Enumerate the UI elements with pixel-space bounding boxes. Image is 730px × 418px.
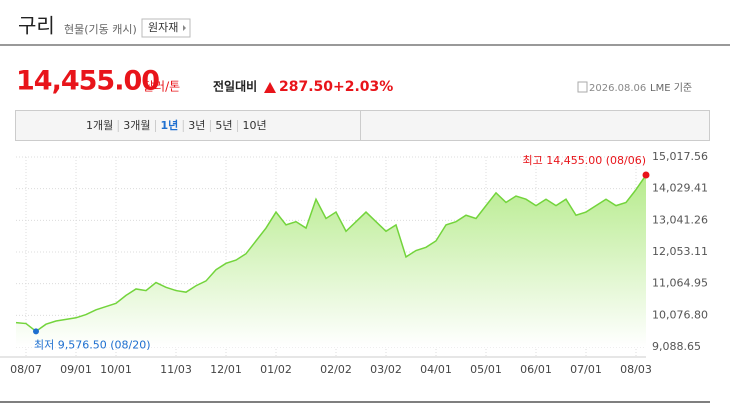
- min-annotation: 최저 9,576.50 (08/20): [34, 338, 151, 351]
- x-tick-label: 01/02: [260, 363, 292, 376]
- category-button-label[interactable]: 원자재: [148, 21, 178, 34]
- x-tick-label: 03/02: [370, 363, 402, 376]
- period-tab[interactable]: 10년: [243, 119, 267, 132]
- y-tick-label: 9,088.65: [652, 340, 701, 353]
- y-tick-label: 13,041.26: [652, 213, 708, 226]
- max-marker: [642, 171, 650, 179]
- y-tick-label: 14,029.41: [652, 182, 708, 195]
- quote-source: LME 기준: [650, 82, 692, 94]
- x-tick-label: 02/02: [320, 363, 352, 376]
- line: [15, 174, 647, 333]
- quote-date: 2026.08.06: [589, 83, 646, 94]
- x-tick-label: 11/03: [160, 363, 192, 376]
- x-tick-label: 09/01: [60, 363, 92, 376]
- area: [16, 175, 646, 347]
- x-tick-label: 08/07: [10, 363, 42, 376]
- price: 14,455.00: [16, 66, 159, 97]
- x-tick-label: 04/01: [420, 363, 452, 376]
- min-marker: [33, 328, 39, 335]
- y-tick-label: 15,017.56: [652, 150, 708, 163]
- max-annotation: 최고 14,455.00 (08/06): [523, 154, 647, 167]
- x-tick-label: 07/01: [570, 363, 602, 376]
- up-icon: [264, 82, 276, 93]
- period-tab[interactable]: 3개월: [123, 119, 150, 132]
- date-icon: [577, 81, 588, 93]
- x-tick-label: 06/01: [520, 363, 552, 376]
- y-tick-label: 10,076.80: [652, 308, 708, 321]
- change-percent: +2.03%: [333, 79, 393, 95]
- button-arrow: [183, 25, 186, 31]
- change-label: 전일대비: [213, 79, 257, 94]
- change: 287.50: [279, 79, 333, 95]
- period-tab[interactable]: 1개월: [86, 119, 113, 132]
- x-tick-label: 08/03: [620, 363, 652, 376]
- y-tick-label: 11,064.95: [652, 277, 708, 290]
- title: 구리: [18, 14, 55, 38]
- period-tab[interactable]: 5년: [215, 119, 232, 132]
- y-tick-label: 12,053.11: [652, 245, 708, 258]
- x-tick-label: 10/01: [100, 363, 132, 376]
- price-unit: 달러/톤: [143, 80, 180, 94]
- tabs: 1개월 3개월 1년 3년 5년 10년: [86, 118, 267, 132]
- period-tab[interactable]: 1년: [161, 118, 179, 132]
- x-tick-label: 12/01: [210, 363, 242, 376]
- tab-bar: [15, 110, 710, 141]
- x-tick-label: 05/01: [470, 363, 502, 376]
- period-tab[interactable]: 3년: [188, 119, 205, 132]
- header-rule: [0, 44, 730, 46]
- category-button[interactable]: [141, 18, 191, 38]
- subtitle: 현물(기동 캐시): [64, 23, 137, 36]
